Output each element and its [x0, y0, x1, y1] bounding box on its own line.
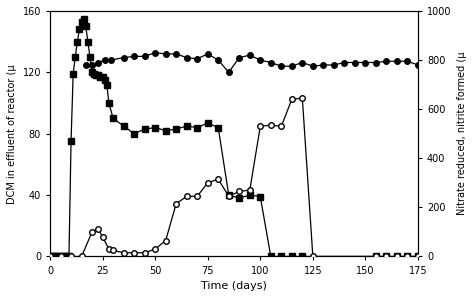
Y-axis label: Nitrate reduced, nitrite formed (μ: Nitrate reduced, nitrite formed (μ — [457, 52, 467, 215]
Y-axis label: DCM in effluent of reactor (μ: DCM in effluent of reactor (μ — [7, 64, 17, 204]
X-axis label: Time (days): Time (days) — [201, 281, 267, 291]
